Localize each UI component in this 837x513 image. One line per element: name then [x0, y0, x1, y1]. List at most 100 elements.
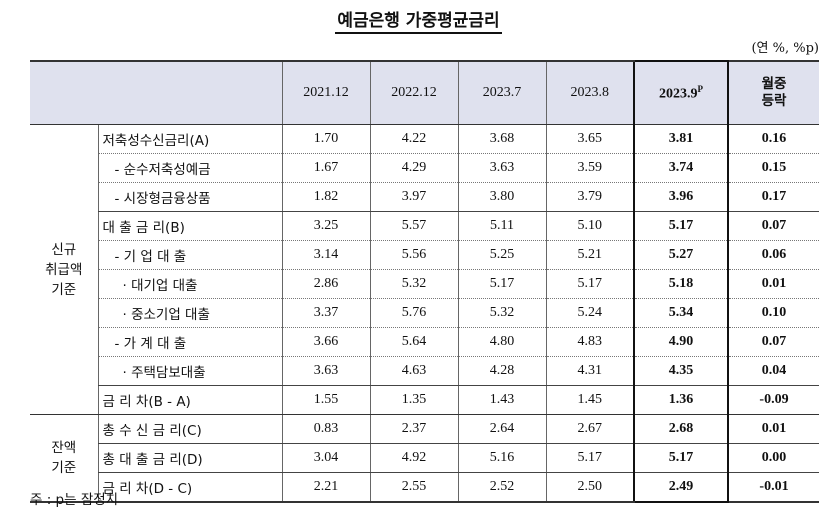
- cell-value: 5.21: [545, 240, 634, 270]
- row-label: · 대기업 대출: [97, 269, 282, 299]
- cell-value: 5.32: [457, 298, 546, 328]
- cell-value: 1.82: [281, 182, 370, 212]
- cell-value: 4.31: [545, 356, 634, 386]
- row-label: - 기 업 대 출: [97, 240, 282, 270]
- cell-value: 3.96: [633, 182, 729, 212]
- cell-value: 3.81: [633, 124, 729, 154]
- cell-value: 4.90: [633, 327, 729, 357]
- cell-value: 5.10: [545, 211, 634, 241]
- group-new-basis: 신규 취급액 기준: [30, 124, 98, 415]
- cell-value: 3.04: [281, 443, 370, 473]
- cell-value: 1.43: [457, 385, 546, 415]
- cell-value: 3.68: [457, 124, 546, 154]
- table-row: 금 리 차(B - A) 1.55 1.35 1.43 1.45 1.36 -0.09: [30, 385, 819, 415]
- cell-value: 3.59: [545, 153, 634, 183]
- cell-value: 2.55: [369, 472, 458, 503]
- cell-value: 5.17: [633, 443, 729, 473]
- cell-value: 3.14: [281, 240, 370, 270]
- col-header: 2022.12: [369, 60, 458, 125]
- table-row: 금 리 차(D - C) 2.21 2.55 2.52 2.50 2.49 -0.01: [30, 472, 819, 503]
- row-label: 대 출 금 리(B): [97, 211, 282, 241]
- cell-value: 1.67: [281, 153, 370, 183]
- cell-value: 5.24: [545, 298, 634, 328]
- cell-value: 3.74: [633, 153, 729, 183]
- table-row: - 순수저축성예금 1.67 4.29 3.63 3.59 3.74 0.15: [30, 153, 819, 183]
- row-label: · 주택담보대출: [97, 356, 282, 386]
- cell-value: 5.27: [633, 240, 729, 270]
- cell-value: 3.37: [281, 298, 370, 328]
- cell-value: 3.66: [281, 327, 370, 357]
- cell-value: 5.32: [369, 269, 458, 299]
- cell-value: 2.49: [633, 472, 729, 503]
- cell-value: 0.04: [727, 356, 819, 386]
- table-row: · 주택담보대출 3.63 4.63 4.28 4.31 4.35 0.04: [30, 356, 819, 386]
- cell-value: 3.80: [457, 182, 546, 212]
- cell-value: 0.15: [727, 153, 819, 183]
- interest-rate-table: 2021.12 2022.12 2023.7 2023.8 2023.9P 월중…: [30, 60, 819, 503]
- cell-value: 0.16: [727, 124, 819, 154]
- table-row: · 중소기업 대출 3.37 5.76 5.32 5.24 5.34 0.10: [30, 298, 819, 328]
- cell-value: -0.01: [727, 472, 819, 503]
- cell-value: 5.16: [457, 443, 546, 473]
- cell-value: 2.52: [457, 472, 546, 503]
- table-row: · 대기업 대출 2.86 5.32 5.17 5.17 5.18 0.01: [30, 269, 819, 299]
- cell-value: 5.18: [633, 269, 729, 299]
- table-row: - 시장형금융상품 1.82 3.97 3.80 3.79 3.96 0.17: [30, 182, 819, 212]
- table-row: 신규 취급액 기준 저축성수신금리(A) 1.70 4.22 3.68 3.65 3.81 0.1…: [30, 124, 819, 415]
- cell-value: 1.35: [369, 385, 458, 415]
- footnote: 주 : p는 잠정치: [30, 492, 119, 508]
- row-label: - 가 계 대 출: [97, 327, 282, 357]
- cell-value: 3.97: [369, 182, 458, 212]
- cell-value: 0.07: [727, 211, 819, 241]
- page-title: 예금은행 가중평균금리: [0, 6, 837, 34]
- cell-value: 1.36: [633, 385, 729, 415]
- cell-value: 5.34: [633, 298, 729, 328]
- row-label: 금 리 차(B - A): [97, 385, 282, 415]
- cell-value: 2.67: [545, 414, 634, 444]
- col-header: 2021.12: [281, 60, 370, 125]
- cell-value: 5.57: [369, 211, 458, 241]
- cell-value: 5.17: [545, 269, 634, 299]
- row-label: 총 대 출 금 리(D): [97, 443, 282, 473]
- col-header: 2023.8: [545, 60, 634, 125]
- cell-value: 0.01: [727, 269, 819, 299]
- cell-value: 5.76: [369, 298, 458, 328]
- table-row: - 가 계 대 출 3.66 5.64 4.80 4.83 4.90 0.07: [30, 327, 819, 357]
- cell-value: 4.29: [369, 153, 458, 183]
- cell-value: 0.10: [727, 298, 819, 328]
- cell-value: 4.80: [457, 327, 546, 357]
- unit-label: (연 %, %p): [751, 41, 819, 56]
- cell-value: 0.07: [727, 327, 819, 357]
- row-label: 저축성수신금리(A): [97, 124, 282, 154]
- cell-value: 2.64: [457, 414, 546, 444]
- cell-value: 0.06: [727, 240, 819, 270]
- cell-value: 5.17: [545, 443, 634, 473]
- cell-value: 5.25: [457, 240, 546, 270]
- cell-value: 5.56: [369, 240, 458, 270]
- cell-value: -0.09: [727, 385, 819, 415]
- cell-value: 3.63: [281, 356, 370, 386]
- cell-value: 0.17: [727, 182, 819, 212]
- table-row: 대 출 금 리(B) 3.25 5.57 5.11 5.10 5.17 0.07: [30, 211, 819, 241]
- cell-value: 1.45: [545, 385, 634, 415]
- cell-value: 2.50: [545, 472, 634, 503]
- cell-value: 0.83: [281, 414, 370, 444]
- cell-value: 5.11: [457, 211, 546, 241]
- cell-value: 1.70: [281, 124, 370, 154]
- row-label: 금 리 차(D - C): [97, 472, 282, 503]
- cell-value: 3.25: [281, 211, 370, 241]
- cell-value: 0.00: [727, 443, 819, 473]
- row-label: - 시장형금융상품: [97, 182, 282, 212]
- cell-value: 4.83: [545, 327, 634, 357]
- cell-value: 5.17: [457, 269, 546, 299]
- cell-value: 4.35: [633, 356, 729, 386]
- cell-value: 2.37: [369, 414, 458, 444]
- row-label: 총 수 신 금 리(C): [97, 414, 282, 444]
- row-label: - 순수저축성예금: [97, 153, 282, 183]
- cell-value: 0.01: [727, 414, 819, 444]
- cell-value: 3.63: [457, 153, 546, 183]
- table-row: 잔액 기준 총 수 신 금 리(C) 0.83 2.37 2.64 2.67 2.68 0.01: [30, 414, 819, 503]
- cell-value: 4.28: [457, 356, 546, 386]
- cell-value: 2.86: [281, 269, 370, 299]
- table-row: 총 대 출 금 리(D) 3.04 4.92 5.16 5.17 5.17 0.00: [30, 443, 819, 473]
